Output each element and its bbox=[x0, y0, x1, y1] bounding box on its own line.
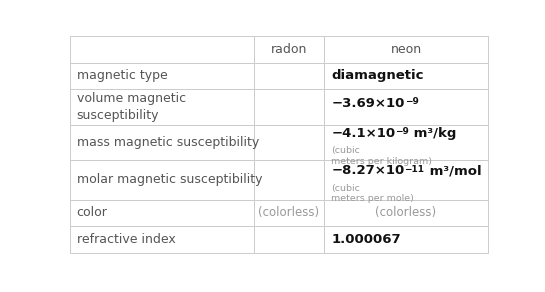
Bar bbox=[254, 36, 324, 63]
Text: volume magnetic
susceptibility: volume magnetic susceptibility bbox=[76, 92, 186, 122]
Bar bbox=[70, 89, 254, 125]
Text: −11: −11 bbox=[404, 165, 425, 174]
Bar bbox=[254, 160, 324, 200]
Text: m³/kg: m³/kg bbox=[409, 127, 457, 140]
Text: (cubic
meters per mole): (cubic meters per mole) bbox=[331, 184, 414, 203]
Bar bbox=[324, 125, 488, 160]
Text: (cubic
meters per kilogram): (cubic meters per kilogram) bbox=[331, 146, 432, 166]
Text: (colorless): (colorless) bbox=[258, 206, 319, 219]
Text: −9: −9 bbox=[395, 127, 409, 136]
Text: m³/mol: m³/mol bbox=[425, 164, 481, 177]
Text: molar magnetic susceptibility: molar magnetic susceptibility bbox=[76, 173, 262, 187]
Text: magnetic type: magnetic type bbox=[76, 69, 167, 82]
Bar bbox=[70, 36, 254, 63]
Bar bbox=[70, 160, 254, 200]
Bar bbox=[254, 226, 324, 253]
Bar bbox=[254, 200, 324, 226]
Text: −3.69×10: −3.69×10 bbox=[331, 97, 404, 110]
Bar bbox=[324, 89, 488, 125]
Text: −4.1×10: −4.1×10 bbox=[331, 127, 395, 140]
Text: color: color bbox=[76, 206, 107, 219]
Text: mass magnetic susceptibility: mass magnetic susceptibility bbox=[76, 136, 259, 149]
Bar bbox=[324, 36, 488, 63]
Bar bbox=[254, 63, 324, 89]
Bar bbox=[70, 200, 254, 226]
Bar bbox=[70, 125, 254, 160]
Text: neon: neon bbox=[390, 43, 422, 56]
Text: refractive index: refractive index bbox=[76, 233, 175, 246]
Bar bbox=[324, 63, 488, 89]
Bar bbox=[324, 200, 488, 226]
Bar bbox=[70, 226, 254, 253]
Bar bbox=[254, 125, 324, 160]
Bar bbox=[324, 226, 488, 253]
Text: −8.27×10: −8.27×10 bbox=[331, 164, 404, 177]
Bar bbox=[324, 160, 488, 200]
Text: −9: −9 bbox=[404, 98, 419, 107]
Text: radon: radon bbox=[271, 43, 307, 56]
Bar bbox=[70, 63, 254, 89]
Text: 1.000067: 1.000067 bbox=[331, 233, 401, 246]
Text: diamagnetic: diamagnetic bbox=[331, 69, 424, 82]
Bar bbox=[254, 89, 324, 125]
Text: (colorless): (colorless) bbox=[376, 206, 437, 219]
